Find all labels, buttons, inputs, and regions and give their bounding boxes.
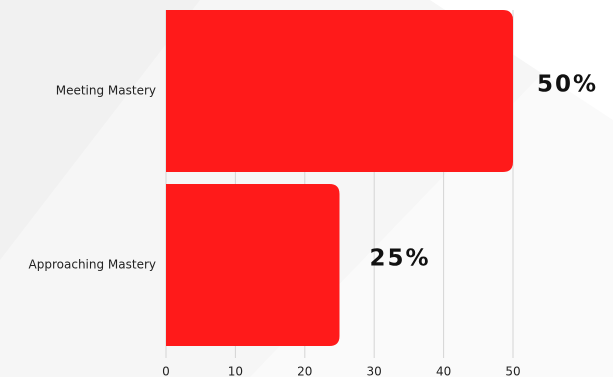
data-labels: 50% 25% [370, 72, 598, 272]
bar-approaching-mastery [166, 184, 340, 346]
data-label: 50% [537, 72, 598, 98]
x-tick-label: 50 [505, 365, 520, 377]
x-tick-label: 20 [297, 365, 312, 377]
category-label: Approaching Mastery [29, 258, 156, 272]
x-axis-ticks: 0 10 20 30 40 50 [162, 365, 520, 377]
category-labels: Meeting Mastery Approaching Mastery [29, 84, 156, 272]
bar-meeting-mastery [166, 10, 513, 172]
x-tick-label: 30 [367, 365, 382, 377]
data-label: 25% [370, 246, 431, 272]
x-tick-label: 10 [228, 365, 243, 377]
category-label: Meeting Mastery [56, 84, 156, 98]
x-tick-label: 40 [436, 365, 451, 377]
x-tick-label: 0 [162, 365, 170, 377]
bars [166, 10, 513, 346]
